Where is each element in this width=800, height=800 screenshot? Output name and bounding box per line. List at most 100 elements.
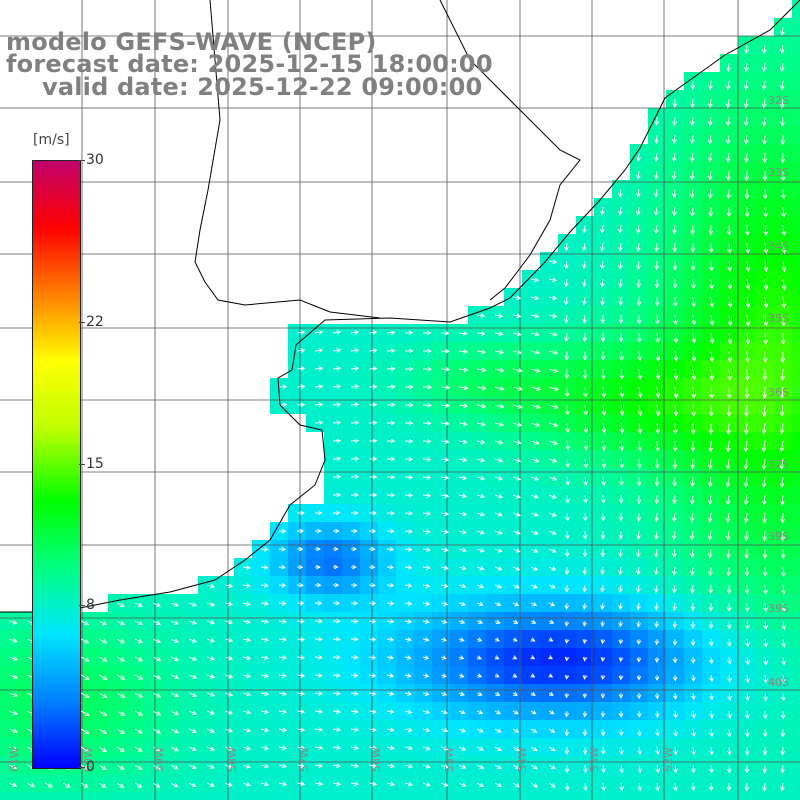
wind-arrow	[332, 420, 342, 425]
wind-arrow	[600, 566, 605, 576]
wind-arrow	[476, 475, 486, 481]
wind-arrow	[458, 583, 467, 589]
wind-cell	[126, 792, 144, 800]
wind-arrow	[725, 512, 731, 524]
wind-arrow	[564, 566, 570, 576]
wind-arrow	[206, 746, 215, 751]
wind-arrow	[726, 188, 731, 200]
wind-arrow	[134, 656, 144, 662]
wind-arrow	[116, 746, 125, 753]
colorbar	[32, 160, 81, 769]
wind-arrow	[582, 350, 588, 361]
wind-arrow	[296, 745, 306, 751]
wind-arrow	[548, 673, 554, 678]
wind-arrow	[314, 691, 324, 696]
wind-arrow	[583, 782, 588, 792]
wind-cell	[396, 792, 414, 800]
wind-cell	[468, 792, 486, 800]
wind-arrow	[780, 368, 785, 381]
wind-arrow	[170, 638, 180, 643]
wind-arrow	[476, 511, 486, 517]
wind-arrow	[440, 367, 451, 372]
wind-arrow	[779, 440, 785, 453]
wind-cell	[792, 450, 800, 468]
wind-arrow	[386, 637, 395, 642]
wind-arrow	[116, 764, 125, 770]
wind-cell	[792, 288, 800, 306]
wind-arrow	[422, 764, 431, 769]
wind-arrow	[618, 494, 624, 504]
wind-arrow	[350, 673, 359, 678]
wind-arrow	[296, 384, 306, 389]
wind-arrow	[476, 529, 485, 535]
wind-arrow	[654, 476, 660, 487]
wind-arrow	[727, 620, 732, 630]
wind-arrow	[600, 548, 606, 558]
wind-arrow	[582, 332, 587, 343]
wind-arrow	[583, 386, 588, 398]
wind-arrow	[458, 421, 468, 427]
wind-cell	[144, 792, 162, 800]
wind-arrow	[404, 529, 413, 534]
wind-arrow	[494, 440, 504, 445]
wind-arrow	[80, 674, 90, 680]
wind-arrow	[780, 116, 785, 127]
wind-arrow	[708, 242, 714, 254]
wind-arrow	[618, 710, 624, 718]
wind-arrow	[707, 116, 713, 127]
wind-arrow	[725, 116, 731, 127]
wind-arrow	[600, 620, 605, 628]
wind-arrow	[512, 655, 518, 660]
wind-arrow	[582, 728, 588, 737]
wind-arrow	[708, 584, 714, 595]
wind-arrow	[368, 727, 377, 732]
wind-arrow	[512, 764, 520, 770]
wind-arrow	[582, 224, 587, 234]
wind-arrow	[654, 512, 659, 523]
wind-arrow	[476, 493, 486, 499]
wind-arrow	[440, 637, 448, 642]
wind-arrow	[763, 206, 768, 218]
wind-cell	[414, 792, 432, 800]
wind-arrow	[690, 602, 696, 612]
wind-arrow	[781, 620, 787, 631]
wind-arrow	[672, 638, 678, 646]
wind-arrow	[512, 728, 520, 733]
wind-arrow	[671, 152, 677, 163]
wind-arrow	[618, 206, 623, 216]
wind-cell	[792, 774, 800, 792]
wind-arrow	[260, 637, 270, 642]
wind-cell	[792, 414, 800, 432]
wind-arrow	[278, 619, 288, 624]
wind-arrow	[134, 710, 144, 716]
wind-arrow	[654, 674, 660, 682]
wind-arrow	[314, 600, 323, 606]
wind-arrow	[618, 224, 623, 234]
wind-arrow	[404, 727, 413, 733]
wind-arrow	[368, 348, 378, 353]
wind-arrow	[600, 710, 606, 718]
wind-arrow	[690, 566, 695, 577]
wind-arrow	[530, 673, 536, 678]
wind-arrow	[654, 638, 660, 646]
longitude-label: 54W	[516, 747, 529, 772]
wind-arrow	[727, 332, 733, 345]
wind-arrow	[458, 439, 468, 445]
wind-cell	[792, 432, 800, 450]
wind-arrow	[278, 781, 288, 787]
wind-arrow	[582, 746, 588, 755]
wind-arrow	[548, 710, 555, 715]
wind-arrow	[691, 692, 696, 701]
wind-arrow	[726, 440, 731, 453]
wind-arrow	[440, 619, 448, 624]
wind-arrow	[548, 368, 559, 373]
wind-arrow	[637, 440, 643, 452]
wind-arrow	[636, 512, 642, 522]
wind-arrow	[745, 314, 751, 327]
wind-arrow	[512, 673, 518, 678]
wind-arrow	[405, 384, 414, 390]
wind-arrow	[673, 404, 679, 417]
wind-cell	[360, 792, 378, 800]
wind-arrow	[458, 403, 469, 409]
wind-arrow	[654, 494, 660, 505]
